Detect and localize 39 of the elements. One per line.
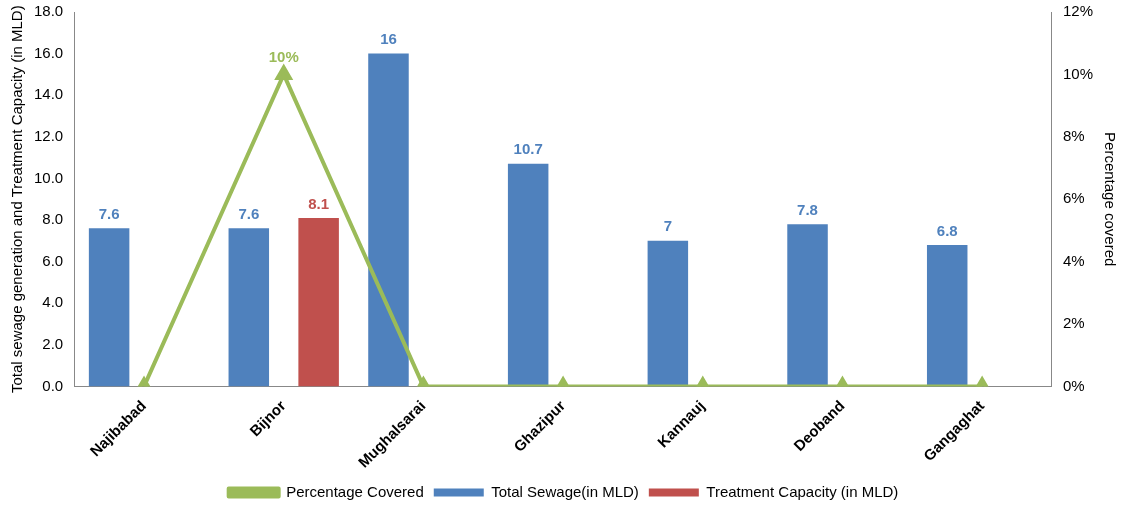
bar bbox=[228, 228, 270, 387]
y2-tick-label: 10% bbox=[1062, 64, 1094, 82]
data-label: 7 bbox=[663, 217, 673, 235]
y2-tick-label: 2% bbox=[1062, 314, 1085, 332]
y2-tick-label: 0% bbox=[1062, 376, 1085, 394]
data-label: 6.8 bbox=[936, 221, 958, 239]
data-label: 8.1 bbox=[308, 194, 330, 212]
bar bbox=[926, 244, 968, 387]
y-tick-label: 18.0 bbox=[33, 2, 64, 20]
y-tick-label: 8.0 bbox=[42, 210, 64, 228]
y2-tick-label: 8% bbox=[1062, 126, 1085, 144]
y-tick-label: 12.0 bbox=[33, 126, 64, 144]
bar bbox=[88, 228, 130, 387]
y2-tick-label: 6% bbox=[1062, 189, 1085, 207]
y2-tick-label: 4% bbox=[1062, 251, 1085, 269]
y-tick-label: 6.0 bbox=[42, 251, 64, 269]
y-tick-label: 2.0 bbox=[42, 334, 64, 352]
bar bbox=[368, 53, 409, 387]
bar bbox=[647, 240, 689, 387]
y-tick-label: 10.0 bbox=[33, 168, 64, 186]
data-label: 10% bbox=[268, 48, 299, 66]
y-tick-label: 4.0 bbox=[42, 293, 64, 311]
y-tick-label: 14.0 bbox=[33, 85, 64, 103]
data-label: 7.6 bbox=[98, 204, 120, 222]
bar bbox=[298, 217, 339, 387]
y-axis-title: Total sewage generation and Treatment Capacity (in MLD) bbox=[8, 5, 26, 394]
y-tick-label: 16.0 bbox=[33, 43, 64, 61]
y2-tick-label: 12% bbox=[1062, 2, 1094, 20]
y2-axis-title: Percentage covered bbox=[1101, 132, 1119, 267]
data-label: 10.7 bbox=[513, 140, 543, 158]
legend-label: Total Sewage(in MLD) bbox=[491, 482, 639, 500]
bar bbox=[787, 224, 828, 387]
data-label: 7.6 bbox=[238, 204, 260, 222]
legend-label: Percentage Covered bbox=[286, 482, 424, 500]
y-tick-label: 0.0 bbox=[42, 376, 64, 394]
legend-label: Treatment Capacity (in MLD) bbox=[706, 482, 899, 500]
data-label: 16 bbox=[380, 30, 397, 48]
bar bbox=[507, 163, 549, 387]
data-label: 7.8 bbox=[797, 200, 818, 218]
